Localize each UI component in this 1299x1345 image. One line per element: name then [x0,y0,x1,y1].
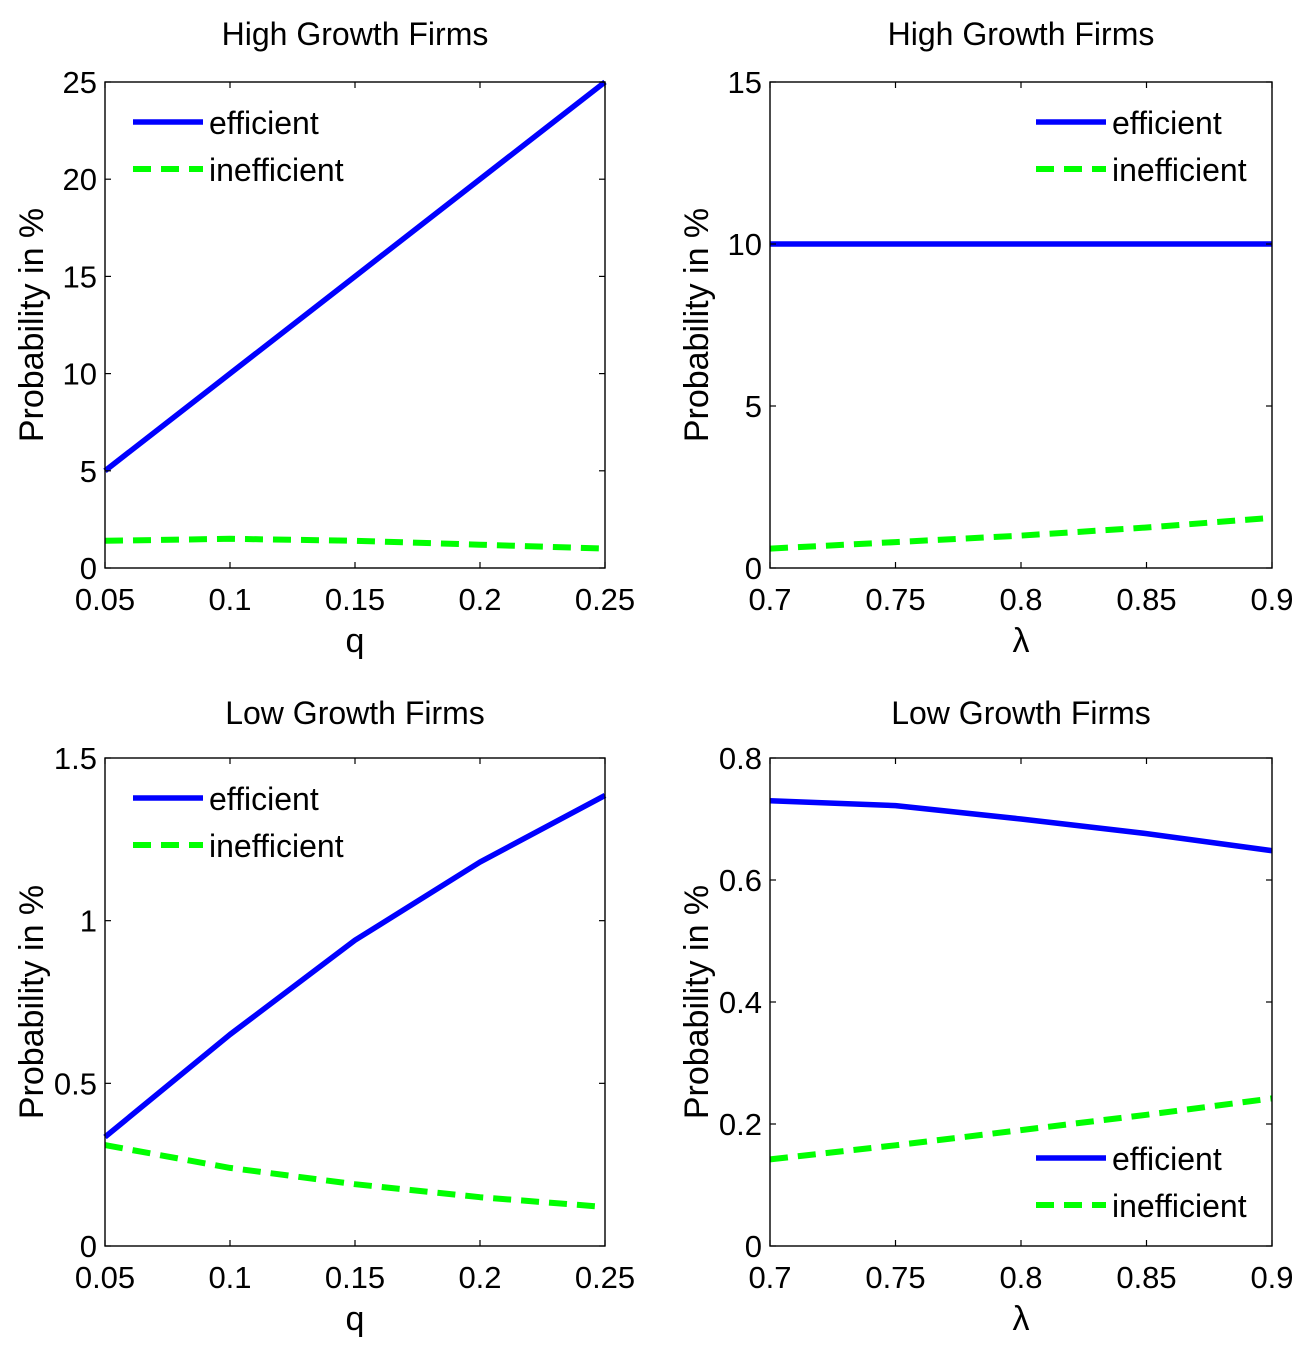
series-line-efficient [103,792,607,1140]
x-tick-label: 0.75 [865,582,925,617]
y-axis-label: Probability in % [678,885,716,1119]
chart-panel-4: Low Growth Firms 0.7 0.75 0.8 0.85 0.9 0 0.2 0.4… [678,695,1294,1338]
series-group [769,241,1273,552]
x-tick-label: 0.25 [575,1260,635,1295]
series-line-efficient [769,797,1273,854]
legend-label-efficient: efficient [1112,105,1222,141]
y-axis-label: Probability in % [678,208,716,442]
y-tick-label: 1 [80,904,97,939]
x-tick-label: 0.8 [999,1260,1042,1295]
y-tick-label: 0 [80,1229,97,1264]
x-tick-label: 0.2 [458,582,501,617]
legend: efficient inefficient [1036,105,1247,188]
y-tick-label: 20 [63,162,97,197]
x-tick-label: 0.05 [75,582,135,617]
x-tick-label: 0.1 [208,582,251,617]
y-tick-label: 0.6 [719,863,762,898]
y-axis-label: Probability in % [13,208,51,442]
y-tick-label: 15 [63,259,97,294]
series-line-inefficient [104,535,606,552]
y-tick-label: 15 [728,65,762,100]
legend-label-inefficient: inefficient [209,152,344,188]
legend-label-inefficient: inefficient [209,828,344,864]
x-axis-label: λ [1013,622,1030,660]
legend: efficient inefficient [1036,1141,1247,1224]
chart-title: High Growth Firms [222,16,489,52]
legend-label-efficient: efficient [1112,1141,1222,1177]
plot-area-box [104,757,606,1247]
x-tick-label: 0.9 [1250,582,1293,617]
y-tick-label: 5 [80,454,97,489]
x-tick-label: 0.05 [75,1260,135,1295]
legend: efficient inefficient [133,105,344,188]
legend: efficient inefficient [133,781,344,864]
legend-label-efficient: efficient [209,105,319,141]
x-tick-label: 0.25 [575,582,635,617]
x-tick-label: 0.7 [748,582,791,617]
series-line-inefficient [104,1142,606,1210]
series-line-efficient [103,79,607,473]
series-line-inefficient [769,1095,1273,1163]
chart-panel-2: High Growth Firms 0.7 0.75 0.8 0.85 0.9 0 5 10 15… [678,16,1294,660]
x-tick-label: 0.7 [748,1260,791,1295]
series-group [103,792,607,1210]
legend-label-inefficient: inefficient [1112,1188,1247,1224]
chart-panel-1: High Growth Firms 0.05 0.1 0.15 0.2 0.25 0 5 10 1… [13,16,635,660]
y-tick-label: 10 [63,357,97,392]
y-tick-label: 0 [745,551,762,586]
x-tick-label: 0.85 [1116,582,1176,617]
x-tick-label: 0.15 [325,582,385,617]
y-tick-label: 0 [745,1229,762,1264]
x-axis-label: q [346,622,365,660]
y-tick-label: 25 [63,65,97,100]
x-tick-label: 0.15 [325,1260,385,1295]
y-tick-label: 0 [80,551,97,586]
x-tick-label: 0.8 [999,582,1042,617]
y-tick-label: 10 [728,227,762,262]
series-group [103,79,607,552]
y-tick-label: 0.8 [719,741,762,776]
chart-title: High Growth Firms [888,16,1155,52]
legend-label-inefficient: inefficient [1112,152,1247,188]
x-tick-label: 0.9 [1250,1260,1293,1295]
plot-area-box [104,81,606,569]
y-tick-label: 5 [745,389,762,424]
series-group [769,797,1273,1163]
y-tick-label: 1.5 [54,741,97,776]
x-tick-label: 0.1 [208,1260,251,1295]
x-axis-label: λ [1013,1300,1030,1338]
chart-title: Low Growth Firms [225,695,485,731]
x-tick-label: 0.75 [865,1260,925,1295]
y-tick-label: 0.5 [54,1066,97,1101]
chart-panel-3: Low Growth Firms 0.05 0.1 0.15 0.2 0.25 0 0.5 1 1… [13,695,635,1338]
legend-label-efficient: efficient [209,781,319,817]
series-line-inefficient [769,514,1273,552]
x-tick-label: 0.2 [458,1260,501,1295]
x-axis-label: q [346,1300,365,1338]
y-tick-label: 0.4 [719,985,762,1020]
y-axis-label: Probability in % [13,885,51,1119]
chart-title: Low Growth Firms [891,695,1151,731]
x-tick-label: 0.85 [1116,1260,1176,1295]
y-tick-label: 0.2 [719,1107,762,1142]
